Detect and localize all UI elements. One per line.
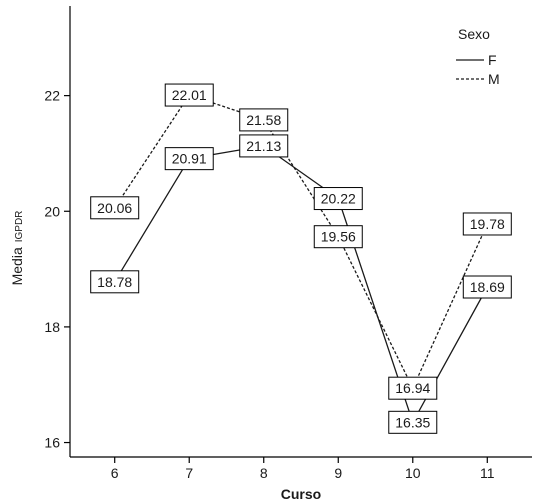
data-label-text: 20.22 [321,191,356,207]
data-label-text: 16.94 [395,380,430,396]
data-label-text: 19.78 [470,216,505,232]
data-label-box [239,134,289,158]
y-tick-label: 20 [44,203,60,219]
legend-label-F: F [488,52,497,68]
data-label-box [239,108,289,132]
data-label-text: 18.78 [97,274,132,290]
data-label-F: 20.91 [164,147,214,171]
data-label-F: 20.22 [313,187,363,211]
series-line-F [114,145,488,424]
data-label-M: 19.78 [462,212,512,236]
x-tick-label: 11 [480,465,495,481]
data-label-box [164,83,214,107]
data-label-text: 16.35 [395,414,430,430]
y-axis-title-main: Media [9,247,25,285]
y-axis-title: Media IGPDR [9,211,25,286]
data-label-F: 18.69 [462,275,512,299]
data-label-box [313,187,363,211]
x-tick-label: 9 [334,465,342,481]
y-tick-label: 16 [44,435,60,451]
legend-label-M: M [488,71,500,87]
y-tick-label: 22 [44,88,60,104]
x-tick-label: 8 [260,465,268,481]
data-label-text: 21.13 [246,138,281,154]
y-axis-title-sub: IGPDR [14,211,25,243]
legend: Sexo FM [456,26,500,87]
x-tick-label: 7 [185,465,193,481]
data-label-F: 21.13 [239,134,289,158]
data-label-box [90,270,140,294]
data-label-box [462,275,512,299]
data-label-M: 16.94 [388,376,438,400]
data-label-box [388,376,438,400]
data-label-M: 19.56 [313,225,363,249]
legend-title: Sexo [458,26,490,42]
data-label-box [90,196,140,220]
data-label-M: 22.01 [164,83,214,107]
data-label-M: 21.58 [239,108,289,132]
axes: 16 18 20 22 6 7 8 9 10 11 [44,6,532,481]
data-label-box [462,212,512,236]
data-label-F: 18.78 [90,270,140,294]
data-label-text: 22.01 [172,87,207,103]
data-label-text: 19.56 [321,229,356,245]
series-layer [114,94,488,424]
series-line-M [114,94,488,390]
data-label-box [164,147,214,171]
x-tick-label: 10 [405,465,421,481]
data-label-F: 16.35 [388,410,438,434]
data-label-text: 18.69 [470,279,505,295]
x-axis-title: Curso [281,486,321,502]
x-tick-label: 6 [111,465,119,481]
data-label-box [313,225,363,249]
data-label-text: 21.58 [246,112,281,128]
data-label-M: 20.06 [90,196,140,220]
data-labels: 18.78 20.91 21.13 20.22 16.35 18.69 20.06 22.01… [90,83,512,434]
y-tick-label: 18 [44,319,60,335]
data-label-text: 20.06 [97,200,132,216]
data-label-box [388,410,438,434]
data-label-text: 20.91 [172,151,207,167]
